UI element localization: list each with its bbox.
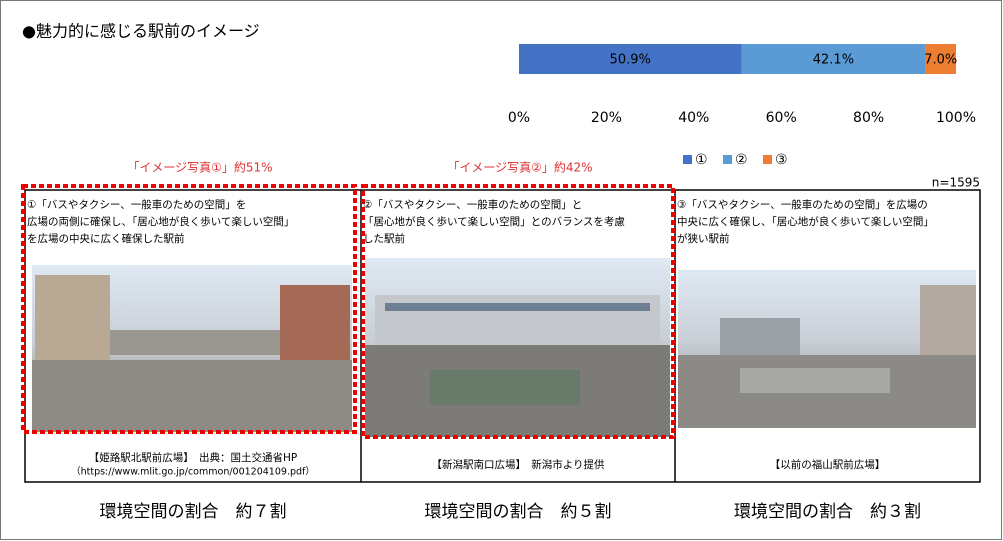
legend-swatch [723,155,732,164]
panel-description: を広場の中央に広く確保した駅前 [27,232,185,245]
page-title: ●魅力的に感じる駅前のイメージ [22,22,260,41]
x-tick-label: 100% [936,110,976,126]
panel-frame [24,189,981,483]
panel-description: が狭い駅前 [677,232,730,245]
photo-caption: 【以前の福山駅前広場】 [770,458,886,471]
x-tick-label: 60% [766,110,797,126]
x-tick-label: 40% [678,110,709,126]
bar-segment [519,44,742,74]
bar-segment [925,44,956,74]
sample-size: n=1595 [932,176,980,190]
highlight-box [361,184,675,439]
panel-description: ③「バスやタクシー、一般車のための空間」を広場の [677,198,928,211]
panel-description: 中央に広く確保し、「居心地が良く歩いて楽しい空間」 [677,215,934,228]
panel-description: 「居心地が良く歩いて楽しい空間」とのバランスを考慮 [363,215,625,228]
photo [678,270,976,428]
panel-description: ①「バスやタクシー、一般車のための空間」を [27,198,246,211]
legend-swatch [683,155,692,164]
space-ratio: 環境空間の割合 約５割 [425,502,612,522]
legend-label: ① [695,152,708,168]
legend-label: ③ [775,152,788,168]
x-tick-label: 0% [508,110,530,126]
bar-segment [741,44,926,74]
data-label: 42.1% [813,53,854,68]
highlight-label: 「イメージ写真②」約42% [447,160,592,175]
panel-description: 広場の両側に確保し、「居心地が良く歩いて楽しい空間」 [27,215,294,228]
x-tick-label: 20% [591,110,622,126]
legend-swatch [763,155,772,164]
space-ratio: 環境空間の割合 約７割 [100,502,287,522]
highlight-label: 「イメージ写真①」約51% [127,160,272,175]
data-label: 7.0% [924,53,957,68]
legend-label: ② [735,152,748,168]
photo-caption: 【新潟駅南口広場】 新潟市より提供 [431,458,605,471]
x-tick-label: 80% [853,110,884,126]
space-ratio: 環境空間の割合 約３割 [734,502,921,522]
highlight-box [21,184,357,434]
photo [32,265,352,432]
panel-description: ②「バスやタクシー、一般車のための空間」と [363,198,582,211]
photo [365,258,670,437]
photo-caption: （https://www.mlit.go.jp/common/001204109… [71,466,315,478]
panel-description: した駅前 [363,232,405,245]
photo-caption: 【姫路駅北駅前広場】 出典：国土交通省HP [89,451,297,464]
data-label: 50.9% [610,53,651,68]
